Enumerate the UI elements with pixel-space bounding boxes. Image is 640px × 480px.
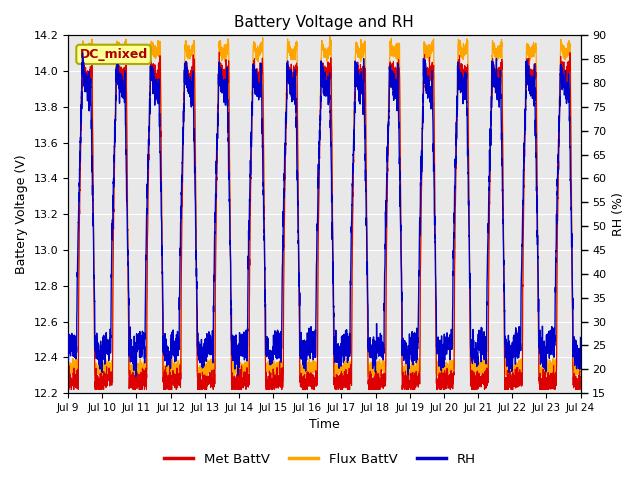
Text: DC_mixed: DC_mixed — [79, 48, 148, 61]
Y-axis label: Battery Voltage (V): Battery Voltage (V) — [15, 155, 28, 274]
Legend: Met BattV, Flux BattV, RH: Met BattV, Flux BattV, RH — [159, 447, 481, 471]
X-axis label: Time: Time — [309, 419, 340, 432]
Title: Battery Voltage and RH: Battery Voltage and RH — [234, 15, 414, 30]
Y-axis label: RH (%): RH (%) — [612, 192, 625, 236]
